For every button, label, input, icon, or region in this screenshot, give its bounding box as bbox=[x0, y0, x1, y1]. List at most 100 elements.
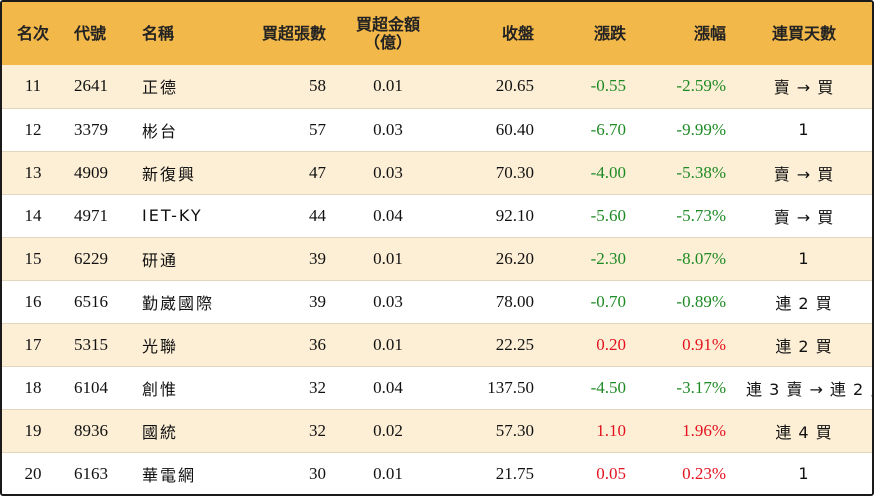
cell-consecutive-days: 賣 → 買 bbox=[736, 151, 872, 195]
cell-consecutive-days: 連 3 賣 → 連 2 買 bbox=[736, 366, 872, 410]
header-close: 收盤 bbox=[501, 23, 534, 43]
cell-code: 4971 bbox=[64, 194, 132, 238]
cell-change: 1.10 bbox=[544, 409, 636, 453]
cell-net-buy-amount: 0.04 bbox=[336, 366, 440, 410]
cell-net-buy-lots: 47 bbox=[230, 151, 336, 195]
cell-code: 2641 bbox=[64, 65, 132, 109]
cell-net-buy-amount: 0.01 bbox=[373, 463, 403, 483]
cell-net-buy-amount: 0.03 bbox=[336, 151, 440, 195]
cell-net-buy-amount: 0.03 bbox=[336, 280, 440, 324]
cell-change: -0.55 bbox=[544, 65, 636, 109]
cell-net-buy-lots: 32 bbox=[230, 366, 336, 410]
cell-consecutive-days: 連 2 買 bbox=[736, 280, 872, 324]
cell-net-buy-lots: 36 bbox=[230, 323, 336, 367]
cell-net-buy-amount: 0.01 bbox=[336, 323, 440, 367]
cell-change-pct: 1.96% bbox=[636, 409, 736, 453]
cell-close: 26.20 bbox=[440, 237, 544, 281]
cell-close: 20.65 bbox=[440, 65, 544, 109]
header-code: 代號 bbox=[74, 23, 107, 43]
cell-name: IET-KY bbox=[132, 194, 230, 238]
cell-change: 0.05 bbox=[596, 463, 626, 483]
cell-name: 國統 bbox=[132, 409, 230, 453]
header-net-buy-lots: 買超張數 bbox=[261, 23, 326, 43]
cell-change-pct: -8.07% bbox=[636, 237, 736, 281]
cell-net-buy-lots: 30 bbox=[309, 463, 326, 483]
header-change-pct: 漲幅 bbox=[693, 23, 726, 43]
cell-change-pct: -3.17% bbox=[636, 366, 736, 410]
header-name: 名稱 bbox=[142, 23, 175, 43]
table-row: 11 2641 正德 58 0.01 20.65 -0.55 -2.59% 賣 → 買 bbox=[2, 65, 872, 109]
cell-net-buy-lots: 57 bbox=[230, 108, 336, 152]
cell-code: 6163 bbox=[74, 463, 108, 483]
cell-change-pct: -2.59% bbox=[636, 65, 736, 109]
table-row: 14 4971 IET-KY 44 0.04 92.10 -5.60 -5.73% 賣 → 買 bbox=[2, 194, 872, 238]
cell-change: -0.70 bbox=[544, 280, 636, 324]
table-row: 19 8936 國統 32 0.02 57.30 1.10 1.96% 連 4 買 bbox=[2, 409, 872, 453]
cell-change: -4.00 bbox=[544, 151, 636, 195]
cell-change-pct: 0.91% bbox=[636, 323, 736, 367]
cell-change-pct: -9.99% bbox=[636, 108, 736, 152]
cell-net-buy-lots: 39 bbox=[230, 237, 336, 281]
cell-code: 6229 bbox=[64, 237, 132, 281]
cell-change-pct: 0.23% bbox=[682, 463, 726, 483]
cell-code: 5315 bbox=[64, 323, 132, 367]
cell-change: -2.30 bbox=[544, 237, 636, 281]
cell-change: -6.70 bbox=[544, 108, 636, 152]
cell-net-buy-amount: 0.03 bbox=[336, 108, 440, 152]
cell-code: 6516 bbox=[64, 280, 132, 324]
cell-rank: 19 bbox=[2, 409, 64, 453]
cell-close: 78.00 bbox=[440, 280, 544, 324]
header-net-buy-amount-line2: （億） bbox=[363, 32, 412, 52]
cell-rank: 16 bbox=[2, 280, 64, 324]
cell-net-buy-lots: 32 bbox=[230, 409, 336, 453]
cell-consecutive-days: 連 2 買 bbox=[736, 323, 872, 367]
header-consecutive-days: 連買天數 bbox=[771, 23, 836, 43]
cell-close: 70.30 bbox=[440, 151, 544, 195]
cell-name: 光聯 bbox=[132, 323, 230, 367]
table-row: 16 6516 勤崴國際 39 0.03 78.00 -0.70 -0.89% 連 2 買 bbox=[2, 280, 872, 324]
cell-name: 正德 bbox=[132, 65, 230, 109]
cell-consecutive-days: 1 bbox=[736, 108, 872, 152]
cell-name: 彬台 bbox=[132, 108, 230, 152]
cell-net-buy-amount: 0.02 bbox=[336, 409, 440, 453]
table-row: 12 3379 彬台 57 0.03 60.40 -6.70 -9.99% 1 bbox=[2, 108, 872, 152]
cell-net-buy-amount: 0.01 bbox=[336, 237, 440, 281]
cell-code: 6104 bbox=[64, 366, 132, 410]
cell-rank: 14 bbox=[2, 194, 64, 238]
cell-code: 3379 bbox=[64, 108, 132, 152]
table-row: 15 6229 研通 39 0.01 26.20 -2.30 -8.07% 1 bbox=[2, 237, 872, 281]
cell-consecutive-days: 1 bbox=[736, 237, 872, 281]
cell-rank: 17 bbox=[2, 323, 64, 367]
cell-change-pct: -5.38% bbox=[636, 151, 736, 195]
cell-rank: 11 bbox=[2, 65, 64, 109]
cell-consecutive-days: 1 bbox=[798, 464, 810, 484]
cell-code: 8936 bbox=[64, 409, 132, 453]
cell-change: -4.50 bbox=[544, 366, 636, 410]
cell-close: 57.30 bbox=[440, 409, 544, 453]
cell-name: 創惟 bbox=[132, 366, 230, 410]
cell-net-buy-lots: 39 bbox=[230, 280, 336, 324]
cell-net-buy-lots: 44 bbox=[230, 194, 336, 238]
cell-rank: 18 bbox=[2, 366, 64, 410]
table-row: 18 6104 創惟 32 0.04 137.50 -4.50 -3.17% 連 3 賣 → 連… bbox=[2, 366, 872, 410]
cell-net-buy-amount: 0.04 bbox=[336, 194, 440, 238]
header-change: 漲跌 bbox=[593, 23, 626, 43]
cell-code: 4909 bbox=[64, 151, 132, 195]
table-body: 11 2641 正德 58 0.01 20.65 -0.55 -2.59% 賣 → 買 12 337… bbox=[2, 65, 872, 494]
cell-change-pct: -0.89% bbox=[636, 280, 736, 324]
cell-consecutive-days: 賣 → 買 bbox=[736, 194, 872, 238]
cell-name: 勤崴國際 bbox=[132, 280, 230, 324]
cell-name: 新復興 bbox=[132, 151, 230, 195]
cell-close: 21.75 bbox=[495, 463, 534, 483]
cell-rank: 15 bbox=[2, 237, 64, 281]
cell-close: 22.25 bbox=[440, 323, 544, 367]
cell-change: -5.60 bbox=[544, 194, 636, 238]
cell-close: 60.40 bbox=[440, 108, 544, 152]
table-header-row: 名次 代號 名稱 買超張數 買超金額 （億） 收盤 漲跌 漲幅 連買天數 bbox=[2, 2, 872, 65]
cell-change: 0.20 bbox=[544, 323, 636, 367]
cell-close: 137.50 bbox=[440, 366, 544, 410]
header-rank: 名次 bbox=[16, 23, 49, 43]
cell-consecutive-days: 連 4 買 bbox=[736, 409, 872, 453]
table-row: 20 6163 華電網 30 0.01 21.75 0.05 0.23% 1 bbox=[2, 452, 872, 494]
